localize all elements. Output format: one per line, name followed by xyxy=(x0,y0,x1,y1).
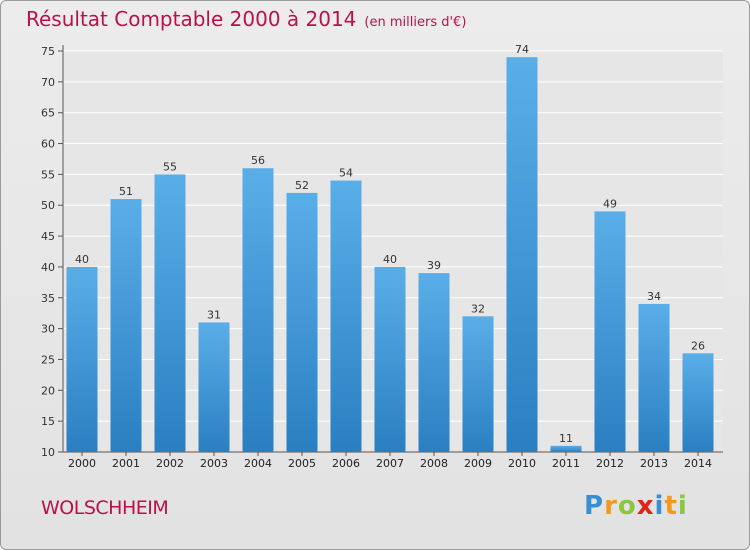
chart-title: Résultat Comptable 2000 à 2014 (en millie… xyxy=(26,7,466,31)
y-tick-label: 10 xyxy=(41,446,55,459)
bar xyxy=(374,266,406,452)
logo-letter: t xyxy=(664,491,678,521)
y-tick-label: 70 xyxy=(41,76,55,89)
y-tick-label: 75 xyxy=(41,45,55,58)
x-tick-label: 2002 xyxy=(156,457,184,470)
bar xyxy=(110,199,142,452)
data-label: 26 xyxy=(691,339,705,352)
logo-letter: o xyxy=(617,491,637,521)
y-tick-label: 65 xyxy=(41,107,55,120)
data-label: 74 xyxy=(515,43,529,56)
y-tick-label: 60 xyxy=(41,138,55,151)
x-tick-label: 2007 xyxy=(376,457,404,470)
y-tick-label: 50 xyxy=(41,199,55,212)
x-tick-label: 2011 xyxy=(552,457,580,470)
x-tick-label: 2006 xyxy=(332,457,360,470)
x-tick-label: 2004 xyxy=(244,457,272,470)
y-tick-label: 20 xyxy=(41,384,55,397)
y-tick-label: 35 xyxy=(41,292,55,305)
data-label: 32 xyxy=(471,302,485,315)
logo-letter: i xyxy=(677,491,688,521)
bar xyxy=(550,445,582,452)
proxiti-logo: Proxiti xyxy=(584,491,688,521)
data-label: 52 xyxy=(295,179,309,192)
bar xyxy=(638,303,670,452)
bar xyxy=(154,174,186,452)
bar xyxy=(242,168,274,452)
x-tick-label: 2001 xyxy=(112,457,140,470)
y-tick-label: 40 xyxy=(41,261,55,274)
data-label: 34 xyxy=(647,290,661,303)
x-tick-label: 2012 xyxy=(596,457,624,470)
bar xyxy=(198,322,230,452)
data-label: 31 xyxy=(207,308,221,321)
x-tick-label: 2010 xyxy=(508,457,536,470)
bar xyxy=(330,180,362,453)
y-tick-label: 55 xyxy=(41,168,55,181)
data-label: 11 xyxy=(559,432,573,445)
x-tick-label: 2000 xyxy=(68,457,96,470)
bar xyxy=(66,266,98,452)
data-label: 49 xyxy=(603,197,617,210)
x-tick-label: 2009 xyxy=(464,457,492,470)
x-tick-label: 2005 xyxy=(288,457,316,470)
bar xyxy=(462,316,494,452)
data-label: 51 xyxy=(119,185,133,198)
y-tick-label: 30 xyxy=(41,323,55,336)
x-tick-label: 2014 xyxy=(684,457,712,470)
title-unit: (en milliers d'€) xyxy=(364,15,467,30)
town-name: WOLSCHHEIM xyxy=(41,497,169,519)
bar xyxy=(506,57,538,453)
data-label: 40 xyxy=(75,253,89,266)
x-tick-label: 2008 xyxy=(420,457,448,470)
bar xyxy=(594,211,626,452)
title-text: Résultat Comptable 2000 à 2014 xyxy=(26,7,357,31)
bar xyxy=(286,192,318,452)
data-label: 39 xyxy=(427,259,441,272)
x-tick-label: 2013 xyxy=(640,457,668,470)
data-label: 54 xyxy=(339,167,353,180)
data-label: 40 xyxy=(383,253,397,266)
bar xyxy=(682,353,714,452)
data-label: 56 xyxy=(251,154,265,167)
data-label: 55 xyxy=(163,160,177,173)
logo-letter: P xyxy=(584,491,605,521)
logo-letter: i xyxy=(654,491,665,521)
y-tick-label: 15 xyxy=(41,415,55,428)
logo-letter: r xyxy=(604,491,618,521)
bar xyxy=(418,273,450,452)
y-tick-label: 45 xyxy=(41,230,55,243)
x-tick-label: 2003 xyxy=(200,457,228,470)
y-tick-label: 25 xyxy=(41,353,55,366)
logo-letter: x xyxy=(636,491,655,521)
